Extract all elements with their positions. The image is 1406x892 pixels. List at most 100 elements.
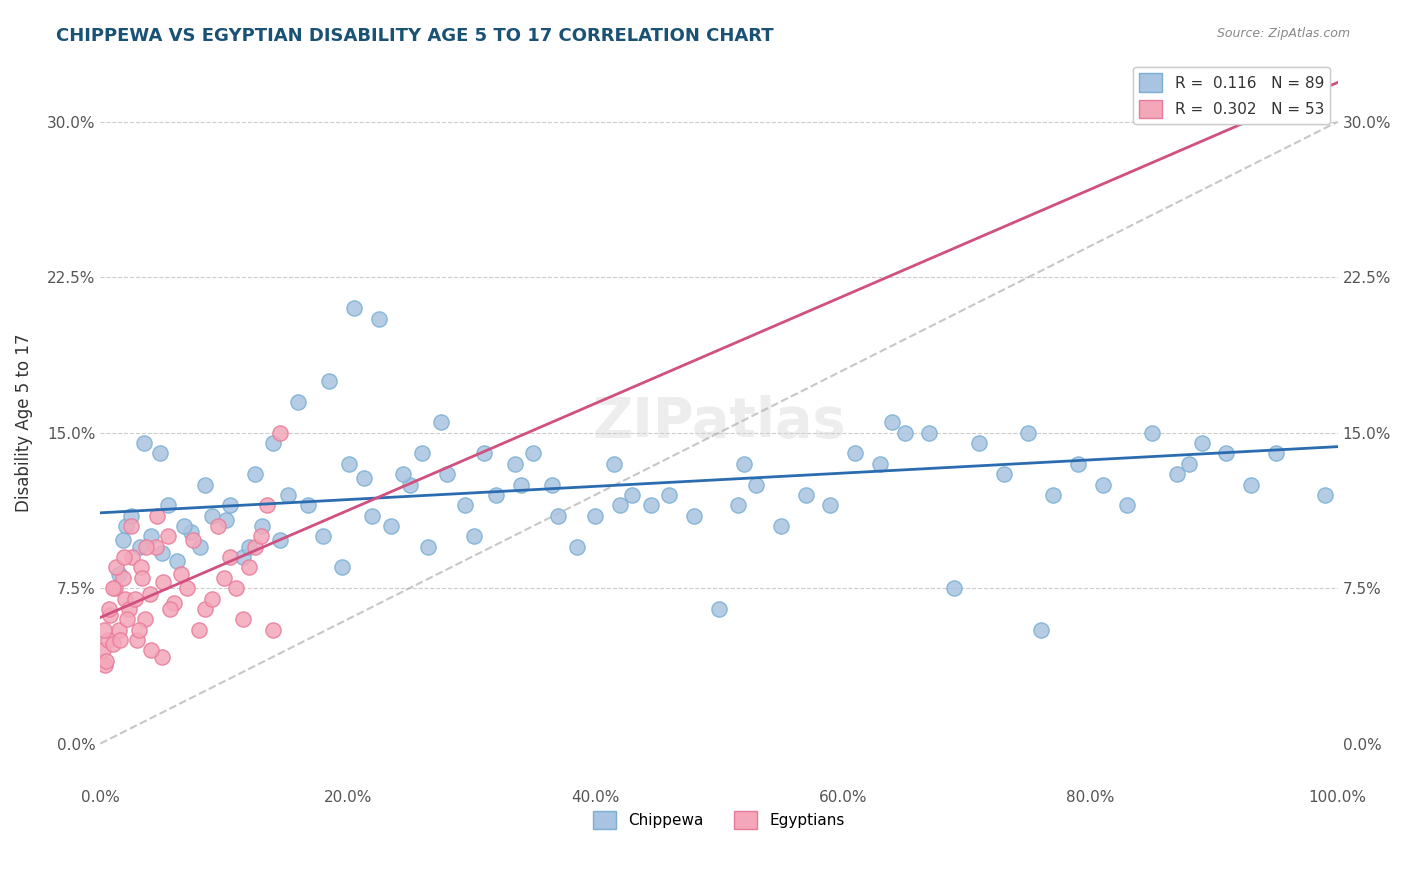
Point	[893, 425, 915, 440]
Point	[1166, 467, 1188, 482]
Point	[188, 623, 211, 637]
Point	[129, 560, 152, 574]
Point	[337, 457, 360, 471]
Point	[238, 560, 260, 574]
Point	[967, 436, 990, 450]
Point	[1017, 425, 1039, 440]
Point	[436, 467, 458, 482]
Point	[250, 529, 273, 543]
Point	[117, 612, 139, 626]
Point	[820, 498, 842, 512]
Point	[128, 540, 150, 554]
Point	[93, 623, 115, 637]
Point	[98, 608, 121, 623]
Point	[97, 632, 120, 647]
Point	[139, 587, 162, 601]
Point	[256, 498, 278, 512]
Point	[111, 533, 134, 548]
Point	[609, 498, 631, 512]
Point	[128, 623, 150, 637]
Point	[658, 488, 681, 502]
Point	[541, 477, 564, 491]
Point	[463, 529, 485, 543]
Point	[1191, 436, 1213, 450]
Point	[269, 425, 291, 440]
Point	[1289, 104, 1312, 119]
Text: CHIPPEWA VS EGYPTIAN DISABILITY AGE 5 TO 17 CORRELATION CHART: CHIPPEWA VS EGYPTIAN DISABILITY AGE 5 TO…	[56, 27, 773, 45]
Point	[157, 529, 180, 543]
Point	[91, 643, 114, 657]
Point	[640, 498, 662, 512]
Point	[150, 649, 173, 664]
Point	[277, 488, 299, 502]
Point	[454, 498, 477, 512]
Point	[367, 311, 389, 326]
Point	[769, 519, 792, 533]
Point	[108, 623, 131, 637]
Point	[114, 591, 136, 606]
Point	[194, 602, 217, 616]
Point	[472, 446, 495, 460]
Point	[1042, 488, 1064, 502]
Point	[1264, 446, 1286, 460]
Point	[522, 446, 544, 460]
Point	[124, 591, 146, 606]
Point	[707, 602, 730, 616]
Point	[252, 519, 274, 533]
Point	[115, 519, 138, 533]
Point	[1315, 488, 1337, 502]
Point	[219, 550, 242, 565]
Point	[127, 632, 149, 647]
Point	[163, 596, 186, 610]
Point	[139, 643, 162, 657]
Point	[96, 654, 118, 668]
Point	[398, 477, 420, 491]
Point	[166, 554, 188, 568]
Point	[269, 533, 291, 548]
Point	[621, 488, 644, 502]
Point	[882, 415, 904, 429]
Point	[120, 519, 142, 533]
Point	[215, 513, 238, 527]
Point	[108, 566, 131, 581]
Point	[411, 446, 433, 460]
Point	[176, 581, 198, 595]
Point	[149, 446, 172, 460]
Point	[727, 498, 749, 512]
Point	[733, 457, 755, 471]
Point	[603, 457, 626, 471]
Point	[152, 574, 174, 589]
Point	[150, 546, 173, 560]
Point	[745, 477, 768, 491]
Point	[330, 560, 353, 574]
Point	[1116, 498, 1139, 512]
Point	[194, 477, 217, 491]
Y-axis label: Disability Age 5 to 17: Disability Age 5 to 17	[15, 333, 32, 512]
Point	[190, 540, 212, 554]
Point	[312, 529, 335, 543]
Point	[418, 540, 440, 554]
Point	[159, 602, 181, 616]
Point	[318, 374, 340, 388]
Point	[485, 488, 508, 502]
Point	[232, 612, 254, 626]
Point	[380, 519, 402, 533]
Point	[429, 415, 451, 429]
Point	[173, 519, 195, 533]
Point	[94, 657, 117, 672]
Point	[1091, 477, 1114, 491]
Point	[121, 550, 143, 565]
Point	[212, 571, 235, 585]
Legend: Chippewa, Egyptians: Chippewa, Egyptians	[588, 805, 851, 836]
Point	[1067, 457, 1090, 471]
Point	[583, 508, 606, 523]
Point	[943, 581, 966, 595]
Text: Source: ZipAtlas.com: Source: ZipAtlas.com	[1216, 27, 1350, 40]
Point	[157, 498, 180, 512]
Point	[683, 508, 706, 523]
Point	[263, 623, 285, 637]
Point	[361, 508, 384, 523]
Point	[1029, 623, 1052, 637]
Point	[547, 508, 569, 523]
Point	[101, 581, 124, 595]
